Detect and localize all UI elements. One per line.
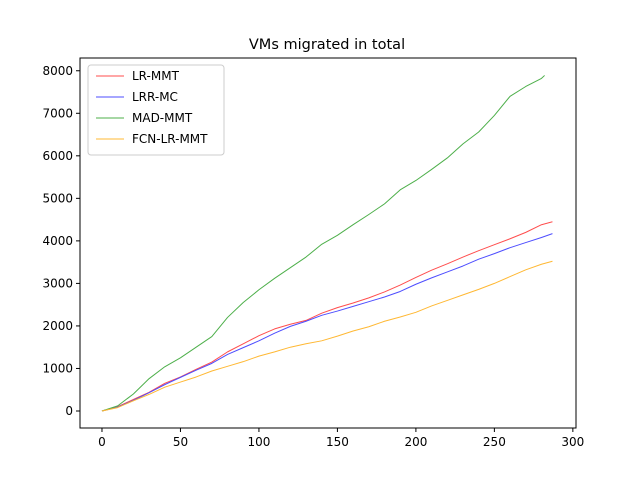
series-line-mad-mmt <box>101 75 545 412</box>
legend-label: LRR-MC <box>132 90 178 104</box>
x-tick-label: 0 <box>98 435 106 449</box>
y-tick-label: 8000 <box>42 64 73 78</box>
plot-frame <box>79 57 577 429</box>
legend: LR-MMT LRR-MC MAD-MMT FCN-LR-MMT <box>87 64 225 156</box>
y-tick-label: 1000 <box>42 361 73 375</box>
chart-title: VMs migrated in total <box>249 37 405 53</box>
y-tick-label: 7000 <box>42 106 73 120</box>
series-line-lrr-mc <box>101 233 553 412</box>
y-tick-label: 3000 <box>42 276 73 290</box>
series-lines <box>101 75 553 412</box>
x-tick-label: 300 <box>561 435 584 449</box>
x-tick-label: 50 <box>173 435 188 449</box>
x-axis: 0 50 100 150 200 250 300 <box>98 428 584 449</box>
x-tick-label: 100 <box>247 435 270 449</box>
y-tick-label: 0 <box>65 404 73 418</box>
legend-label: MAD-MMT <box>132 111 193 125</box>
x-tick-label: 150 <box>326 435 349 449</box>
y-axis: 0 1000 2000 3000 4000 5000 6000 7000 8000 <box>42 64 80 418</box>
legend-label: FCN-LR-MMT <box>132 132 208 146</box>
x-tick-label: 250 <box>483 435 506 449</box>
y-tick-label: 5000 <box>42 191 73 205</box>
y-tick-label: 6000 <box>42 149 73 163</box>
x-tick-label: 200 <box>404 435 427 449</box>
series-line-lr-mmt <box>101 221 553 412</box>
y-tick-label: 2000 <box>42 319 73 333</box>
legend-label: LR-MMT <box>132 69 180 83</box>
legend-box <box>87 64 225 156</box>
y-tick-label: 4000 <box>42 234 73 248</box>
series-line-fcn-lr-mmt <box>101 260 553 412</box>
